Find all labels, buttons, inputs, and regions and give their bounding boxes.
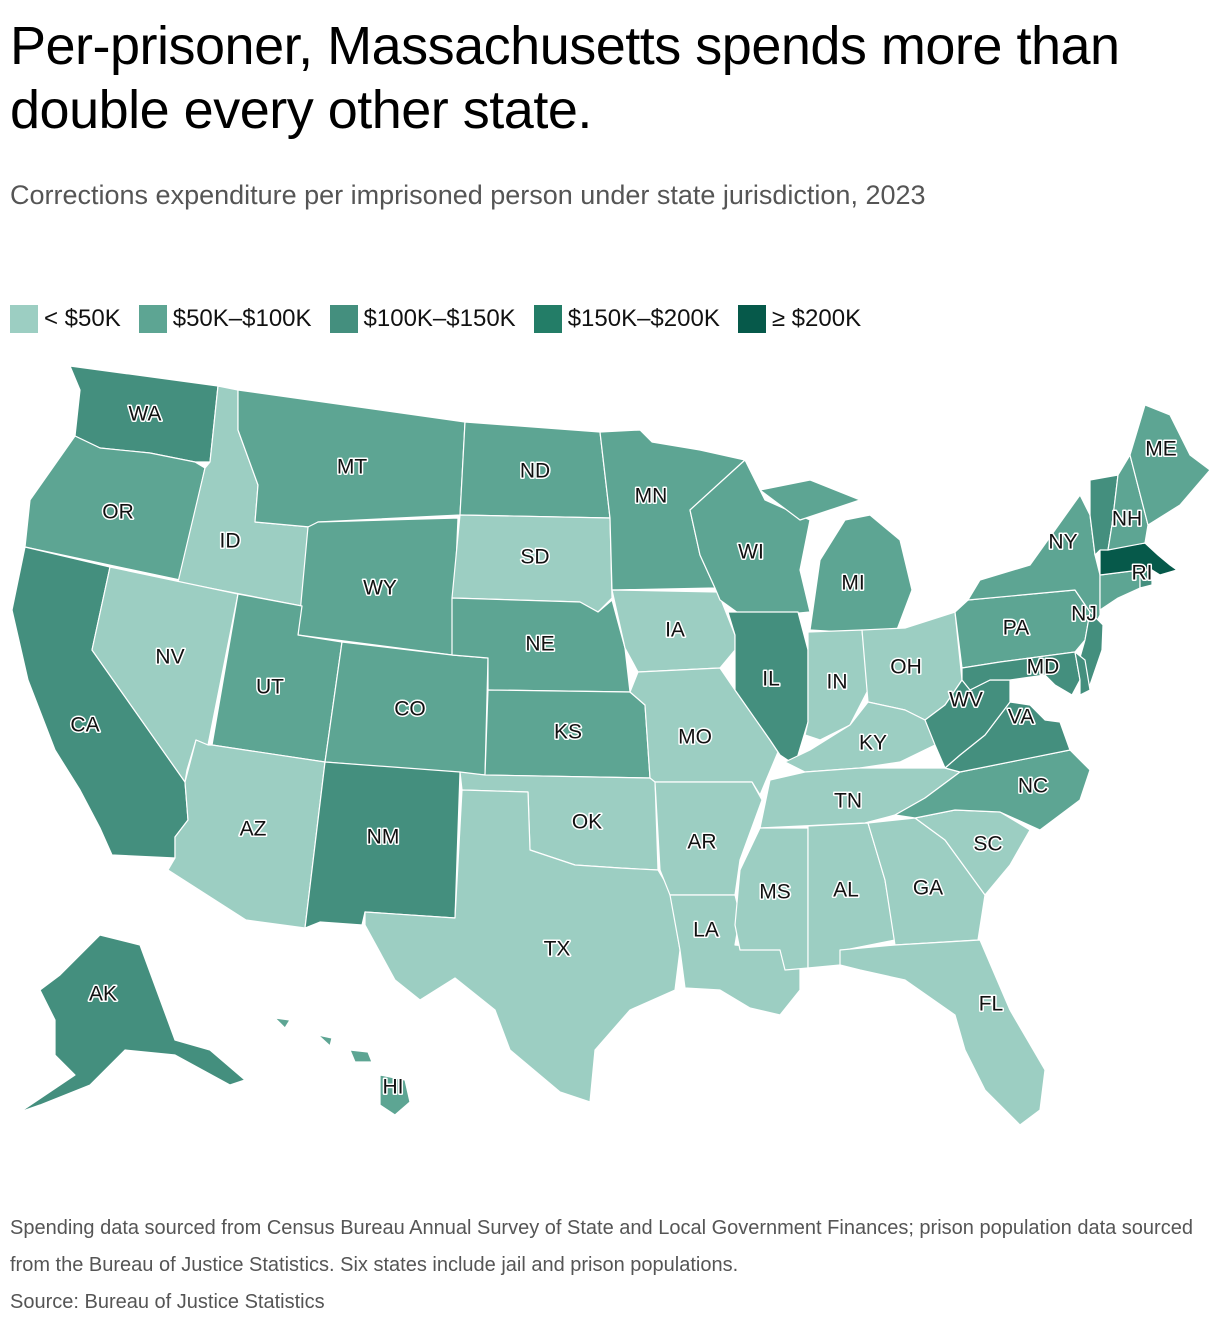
state-label-ms: MS <box>759 881 791 904</box>
legend-label: $100K–$150K <box>363 305 516 332</box>
state-label-mt: MT <box>337 456 367 479</box>
state-label-ri: RI <box>1132 562 1153 585</box>
state-label-nh: NH <box>1112 508 1142 531</box>
state-label-fl: FL <box>979 993 1004 1016</box>
state-label-in: IN <box>827 671 848 694</box>
state-label-md: MD <box>1027 656 1060 679</box>
state-label-va: VA <box>1008 706 1034 729</box>
state-labels: WA OR CA ID NV MT WY UT AZ CO NM ND SD N… <box>69 401 1178 1100</box>
state-label-ca: CA <box>70 714 99 737</box>
state-il[interactable] <box>727 611 809 766</box>
state-tx[interactable] <box>364 789 681 1103</box>
legend: < $50K $50K–$100K $100K–$150K $150K–$200… <box>10 305 861 333</box>
state-label-mn: MN <box>635 485 668 508</box>
state-label-nd: ND <box>520 460 550 483</box>
state-label-ar: AR <box>687 831 716 854</box>
source-text: Source: Bureau of Justice Statistics <box>10 1291 325 1313</box>
state-label-ak: AK <box>89 983 117 1006</box>
state-nc[interactable] <box>894 749 1091 831</box>
state-label-il: IL <box>762 668 780 691</box>
legend-swatch <box>138 305 167 333</box>
us-choropleth-map: WA OR CA ID NV MT WY UT AZ CO NM ND SD N… <box>11 365 1211 1126</box>
state-label-tx: TX <box>544 938 571 961</box>
state-de[interactable] <box>1074 651 1091 696</box>
state-ma[interactable] <box>1099 542 1178 576</box>
state-shapes <box>11 365 1211 1126</box>
state-nm[interactable] <box>304 761 461 929</box>
state-label-mi: MI <box>841 572 864 595</box>
state-label-ut: UT <box>256 676 284 699</box>
state-label-nm: NM <box>367 826 400 849</box>
state-hi[interactable] <box>274 1017 411 1116</box>
state-label-ks: KS <box>554 721 582 744</box>
state-ne[interactable] <box>451 597 631 693</box>
state-label-nv: NV <box>155 646 184 669</box>
state-label-tn: TN <box>834 790 862 813</box>
state-label-ky: KY <box>859 732 887 755</box>
legend-label: $150K–$200K <box>567 305 720 332</box>
state-label-ga: GA <box>913 877 943 900</box>
legend-swatch <box>329 305 358 333</box>
state-label-wa: WA <box>128 403 161 426</box>
state-label-al: AL <box>833 879 859 902</box>
legend-item-100k-150k: $100K–$150K <box>329 305 516 333</box>
state-me[interactable] <box>1129 404 1211 526</box>
state-label-la: LA <box>693 919 719 942</box>
state-wy[interactable] <box>297 517 459 656</box>
state-label-sd: SD <box>520 546 549 569</box>
state-label-nj: NJ <box>1071 603 1097 626</box>
state-label-me: ME <box>1145 438 1177 461</box>
state-label-wi: WI <box>738 541 764 564</box>
state-label-id: ID <box>220 530 241 553</box>
state-label-nc: NC <box>1018 775 1048 798</box>
state-ar[interactable] <box>654 781 763 896</box>
state-label-hi: HI <box>383 1076 404 1099</box>
footnote: Spending data sourced from Census Bureau… <box>10 1210 1205 1321</box>
state-label-ne: NE <box>525 633 554 656</box>
state-ak[interactable] <box>19 934 246 1113</box>
state-wi[interactable] <box>689 459 811 619</box>
legend-label: ≥ $200K <box>771 305 862 332</box>
legend-item-lt50k: < $50K <box>10 305 121 333</box>
legend-swatch <box>10 305 38 333</box>
legend-label: < $50K <box>44 305 121 332</box>
legend-item-ge200k: ≥ $200K <box>737 305 862 333</box>
state-wv[interactable] <box>924 679 1011 769</box>
state-label-pa: PA <box>1003 617 1029 640</box>
legend-item-50k-100k: $50K–$100K <box>138 305 312 333</box>
legend-label: $50K–$100K <box>172 305 312 332</box>
state-label-wy: WY <box>363 577 397 600</box>
legend-item-150k-200k: $150K–$200K <box>533 305 720 333</box>
state-label-co: CO <box>394 698 426 721</box>
page-title: Per-prisoner, Massachusetts spends more … <box>10 16 1120 140</box>
footnote-text: Spending data sourced from Census Bureau… <box>10 1217 1193 1276</box>
state-label-oh: OH <box>890 656 922 679</box>
state-label-ia: IA <box>665 619 685 642</box>
state-label-az: AZ <box>240 818 267 841</box>
state-label-mo: MO <box>678 726 712 749</box>
state-label-ny: NY <box>1048 531 1077 554</box>
state-mi[interactable] <box>759 479 913 636</box>
state-label-wv: WV <box>949 689 983 712</box>
legend-swatch <box>533 305 562 333</box>
legend-swatch <box>737 305 766 333</box>
subtitle: Corrections expenditure per imprisoned p… <box>10 180 926 210</box>
state-label-ok: OK <box>572 811 602 834</box>
state-fl[interactable] <box>839 939 1046 1126</box>
state-label-sc: SC <box>973 833 1002 856</box>
state-label-or: OR <box>102 501 134 524</box>
